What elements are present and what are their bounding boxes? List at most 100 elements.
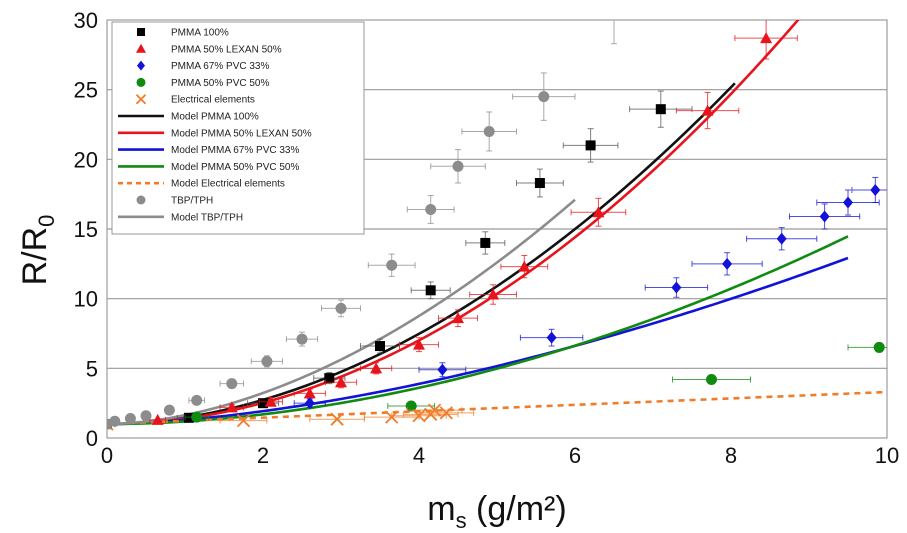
legend-label-electrical-elements: Electrical elements bbox=[171, 95, 255, 106]
point-pmma-67-pvc-33 bbox=[870, 183, 881, 196]
y-tick-label: 0 bbox=[86, 426, 98, 451]
point-pmma-50-pvc-50 bbox=[405, 400, 417, 412]
point-tbp-tph bbox=[452, 160, 464, 172]
x-tick-label: 8 bbox=[725, 443, 737, 468]
model-line-model-pmma-100 bbox=[107, 82, 736, 426]
point-pmma-100 bbox=[585, 140, 596, 151]
point-pmma-50-lexan-50 bbox=[452, 312, 464, 324]
point-tbp-tph bbox=[140, 410, 152, 422]
legend-marker-pmma-100 bbox=[137, 28, 145, 36]
model-line-model-pmma-67-pvc-33 bbox=[107, 256, 849, 426]
legend-label-tbp-tph: TBP/TPH bbox=[171, 196, 213, 207]
point-tbp-tph bbox=[296, 333, 308, 345]
point-pmma-50-lexan-50 bbox=[760, 32, 773, 44]
legend-label-model-tbp-tph: Model TBP/TPH bbox=[171, 212, 243, 223]
x-axis-title-main: m bbox=[427, 490, 455, 528]
x-axis-title-sub: s bbox=[456, 508, 467, 533]
legend-label-pmma-50-pvc-50: PMMA 50% PVC 50% bbox=[171, 78, 269, 89]
legend-box bbox=[111, 21, 365, 235]
point-pmma-100 bbox=[534, 178, 545, 189]
model-line-model-electrical-elements bbox=[107, 390, 887, 426]
legend-label-pmma-50-lexan-50: PMMA 50% LEXAN 50% bbox=[171, 44, 282, 55]
y-axis-title: R/R0 bbox=[16, 215, 59, 286]
point-pmma-100 bbox=[183, 412, 194, 423]
point-pmma-67-pvc-33 bbox=[776, 232, 787, 245]
y-axis-title-main: R/R bbox=[16, 227, 54, 286]
legend-label-model-pmma-100: Model PMMA 100% bbox=[171, 112, 259, 123]
point-pmma-100 bbox=[480, 237, 491, 248]
legend-label-model-electrical-elements: Model Electrical elements bbox=[171, 179, 285, 190]
point-pmma-50-lexan-50 bbox=[225, 401, 238, 413]
point-pmma-50-lexan-50 bbox=[487, 288, 500, 300]
tick-labels: 0 2 4 6 8 10 0 5 10 15 20 25 30 bbox=[74, 8, 900, 468]
point-tbp-tph bbox=[191, 394, 203, 406]
point-pmma-100 bbox=[258, 398, 268, 409]
y-tick-label: 25 bbox=[74, 78, 98, 103]
y-axis-title-sub: 0 bbox=[34, 215, 59, 227]
point-pmma-67-pvc-33 bbox=[819, 210, 830, 223]
legend: PMMA 100% PMMA 50% LEXAN 50% PMMA 67% PVC … bbox=[111, 21, 365, 235]
point-pmma-50-lexan-50 bbox=[303, 387, 316, 399]
point-pmma-100 bbox=[655, 104, 666, 115]
legend-label-model-pmma-50-lexan-50: Model PMMA 50% LEXAN 50% bbox=[171, 128, 312, 139]
point-tbp-tph bbox=[163, 404, 175, 416]
point-pmma-67-pvc-33 bbox=[671, 281, 682, 294]
x-tick-label: 10 bbox=[875, 443, 899, 468]
point-pmma-50-lexan-50 bbox=[701, 104, 714, 116]
point-tbp-tph bbox=[538, 91, 550, 103]
point-tbp-tph bbox=[261, 355, 273, 367]
legend-marker-electrical-elements bbox=[135, 94, 147, 105]
y-tick-label: 15 bbox=[74, 217, 98, 242]
point-pmma-50-lexan-50 bbox=[335, 376, 347, 388]
point-pmma-50-lexan-50 bbox=[151, 413, 164, 425]
legend-marker-pmma-50-pvc-50 bbox=[136, 77, 146, 87]
point-pmma-67-pvc-33 bbox=[437, 363, 448, 376]
point-pmma-50-lexan-50 bbox=[518, 260, 531, 272]
legend-marker-pmma-67-pvc-33 bbox=[137, 60, 145, 71]
point-pmma-50-lexan-50 bbox=[592, 206, 605, 218]
point-pmma-50-pvc-50 bbox=[706, 373, 717, 385]
point-pmma-67-pvc-33 bbox=[722, 257, 733, 270]
y-tick-label: 10 bbox=[74, 287, 98, 312]
x-tick-label: 6 bbox=[569, 443, 581, 468]
data-points bbox=[107, 20, 887, 431]
point-pmma-67-pvc-33 bbox=[843, 196, 853, 209]
point-electrical-elements bbox=[236, 413, 251, 428]
point-pmma-50-lexan-50 bbox=[264, 395, 277, 407]
x-axis-title-rest: (g/m²) bbox=[467, 490, 567, 528]
legend-label-pmma-100: PMMA 100% bbox=[171, 28, 229, 39]
x-tick-label: 2 bbox=[257, 443, 269, 468]
point-tbp-tph bbox=[335, 302, 347, 314]
point-electrical-elements bbox=[427, 403, 442, 417]
point-tbp-tph bbox=[226, 378, 238, 390]
legend-label-model-pmma-50-pvc-50: Model PMMA 50% PVC 50% bbox=[171, 162, 299, 173]
point-electrical-elements bbox=[330, 412, 344, 426]
y-tick-label: 20 bbox=[74, 147, 98, 172]
point-tbp-tph bbox=[483, 125, 495, 137]
legend-marker-pmma-50-lexan-50 bbox=[136, 43, 146, 53]
point-pmma-67-pvc-33 bbox=[304, 397, 315, 410]
legend-label-model-pmma-67-pvc-33: Model PMMA 67% PVC 33% bbox=[171, 145, 299, 156]
point-pmma-100 bbox=[324, 373, 335, 384]
point-tbp-tph bbox=[425, 203, 437, 215]
y-tick-label: 30 bbox=[74, 8, 98, 33]
x-axis-title: ms (g/m²) bbox=[427, 490, 566, 533]
point-pmma-67-pvc-33 bbox=[546, 331, 557, 344]
point-pmma-100 bbox=[425, 285, 436, 296]
x-tick-label: 4 bbox=[413, 443, 425, 468]
x-tick-label: 0 bbox=[101, 443, 113, 468]
point-pmma-50-pvc-50 bbox=[873, 341, 885, 353]
point-pmma-50-lexan-50 bbox=[370, 362, 383, 374]
point-tbp-tph bbox=[109, 415, 121, 427]
point-pmma-50-pvc-50 bbox=[191, 411, 203, 423]
legend-marker-tbp-tph bbox=[136, 195, 146, 205]
legend-label-pmma-67-pvc-33: PMMA 67% PVC 33% bbox=[171, 61, 269, 72]
point-tbp-tph bbox=[124, 412, 136, 424]
point-electrical-elements bbox=[439, 406, 453, 420]
point-tbp-tph bbox=[386, 259, 398, 271]
model-lines bbox=[107, 20, 887, 426]
point-pmma-100 bbox=[375, 341, 385, 352]
point-pmma-50-lexan-50 bbox=[413, 338, 425, 350]
y-tick-label: 5 bbox=[86, 356, 98, 381]
